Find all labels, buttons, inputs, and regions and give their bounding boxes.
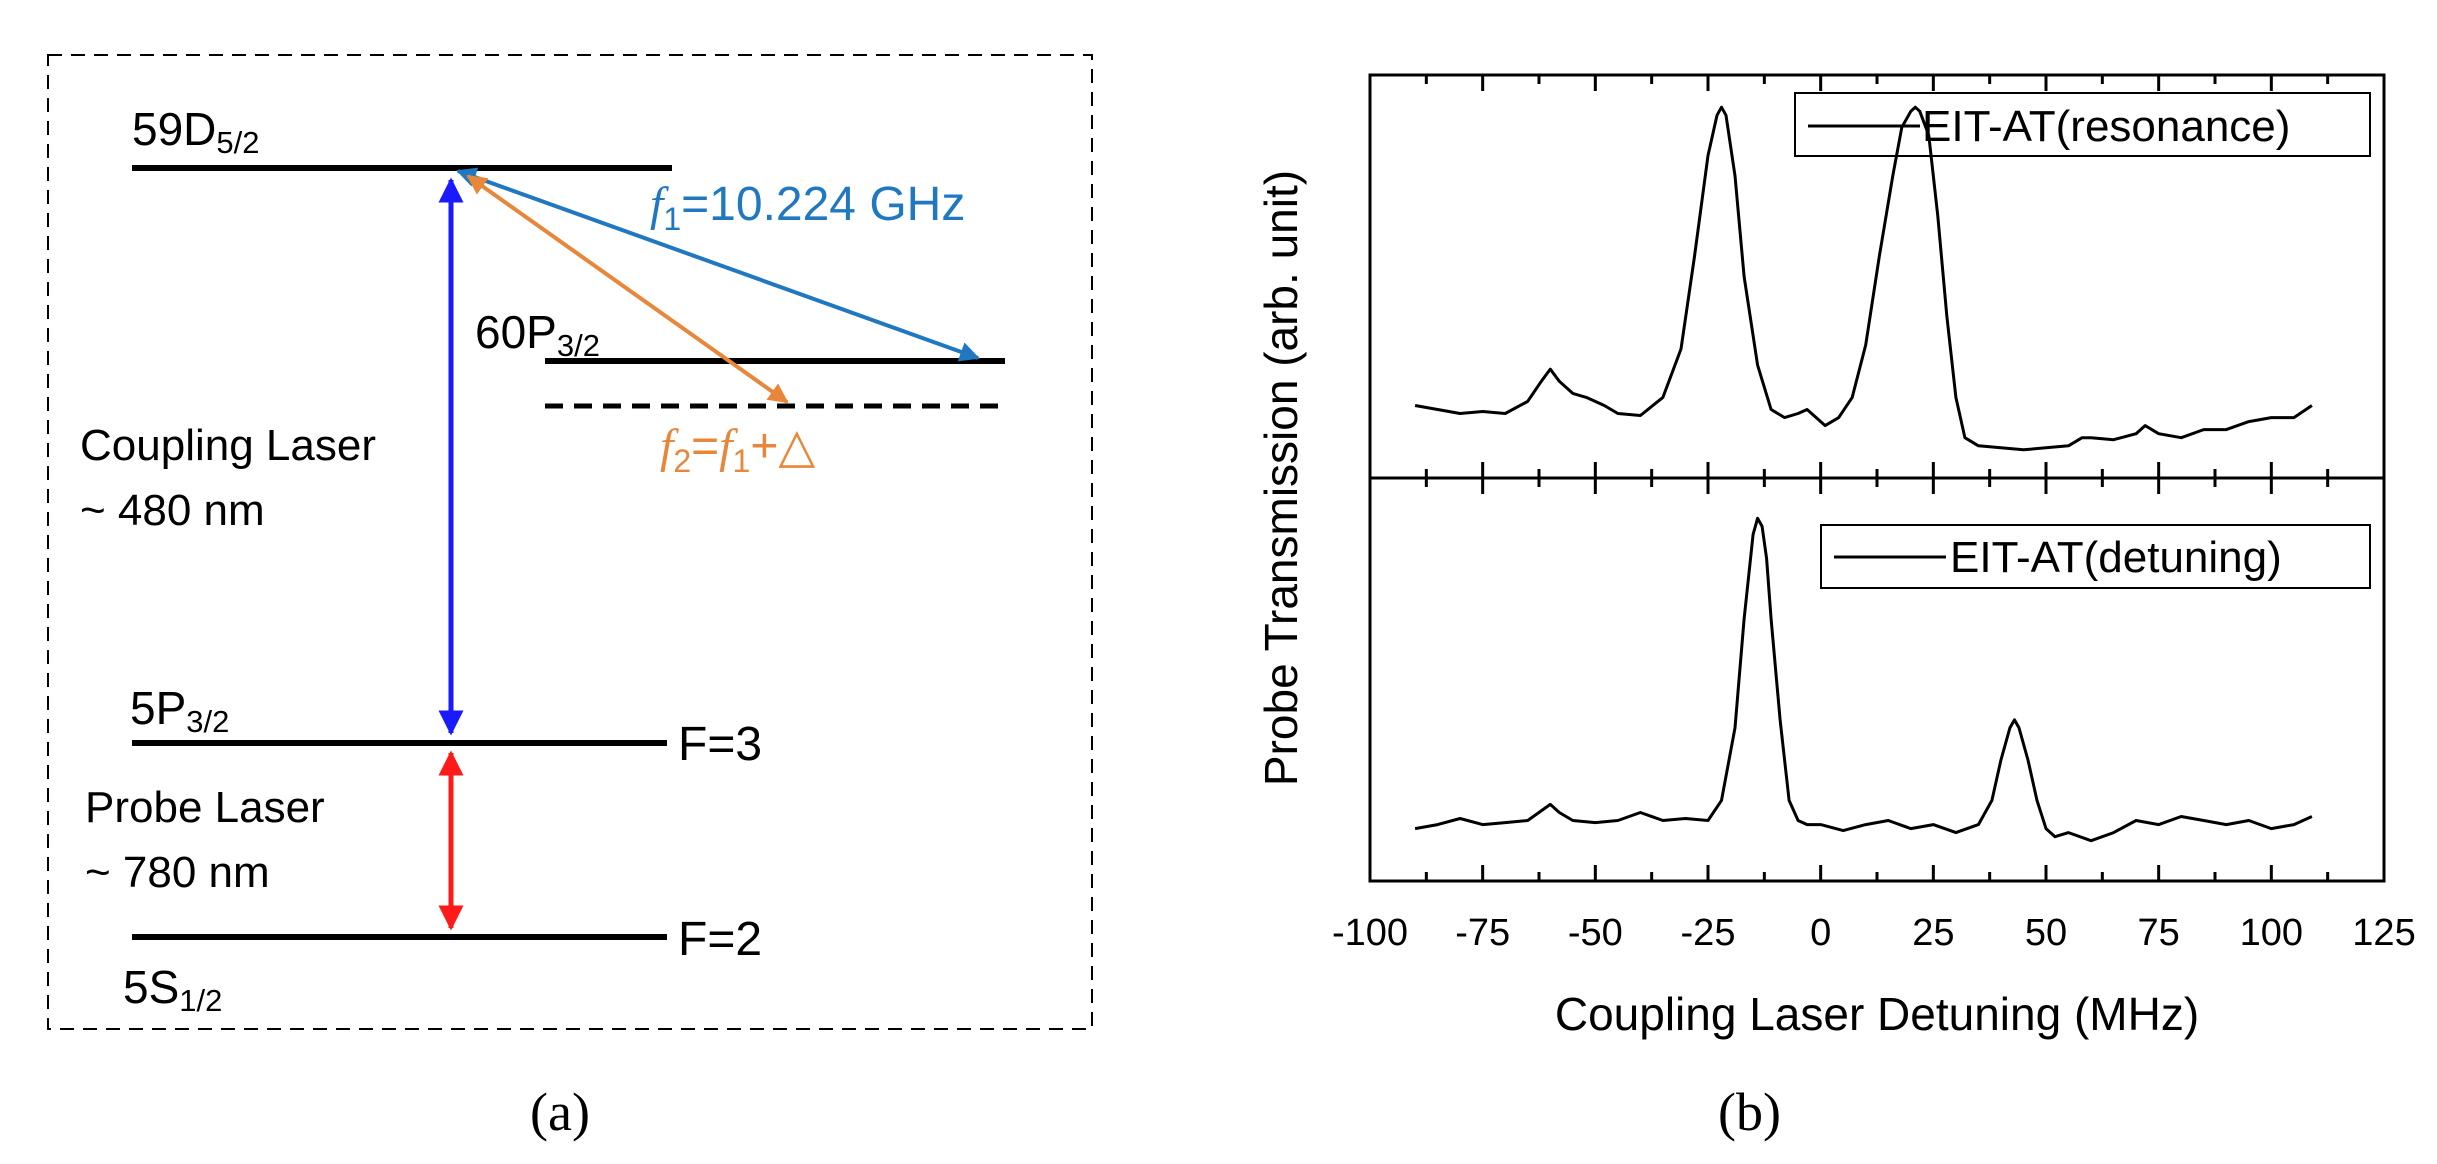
label-f3: F=3 — [678, 718, 762, 771]
label-60p: 60P3/2 — [475, 306, 600, 363]
legend-top-label: EIT-AT(resonance) — [1922, 102, 2290, 151]
probe-laser-name: Probe Laser — [85, 783, 325, 832]
panel-a-energy-diagram: 59D5/2 60P3/2 5P3/2 5S1/2 F=3 F=2 Coupli… — [47, 54, 1093, 1142]
caption-b: (b) — [1718, 1082, 1781, 1142]
f1-label: f1=10.224 GHz — [650, 178, 965, 237]
x-tick-label: -100 — [1332, 912, 1408, 954]
f2-microwave-arrow — [466, 174, 789, 404]
label-59d: 59D5/2 — [132, 103, 260, 160]
caption-a: (a) — [530, 1082, 590, 1142]
trace-resonance — [1414, 105, 2313, 452]
x-tick-label: 25 — [1912, 912, 1954, 954]
label-5p: 5P3/2 — [130, 682, 229, 739]
x-axis-label: Coupling Laser Detuning (MHz) — [1555, 988, 2199, 1040]
y-axis-label: Probe Transmission (arb. unit) — [1255, 170, 1307, 786]
x-tick-label: 125 — [2352, 912, 2415, 954]
f2-label: f2=f1+△ — [660, 420, 815, 479]
x-tick-label: -50 — [1568, 912, 1623, 954]
x-tick-label: -25 — [1681, 912, 1736, 954]
legend-top: EIT-AT(resonance) — [1794, 92, 2371, 157]
label-f2: F=2 — [678, 913, 762, 966]
x-axis-tick-labels: -100 -75 -50 -25 0 25 50 75 100 125 — [1332, 912, 2416, 954]
x-tick-label: -75 — [1455, 912, 1510, 954]
coupling-laser-wavelength: ~ 480 nm — [80, 486, 265, 535]
trace-detuning — [1414, 516, 2313, 843]
x-tick-label: 50 — [2025, 912, 2067, 954]
x-tick-label: 75 — [2138, 912, 2180, 954]
x-tick-label: 100 — [2240, 912, 2303, 954]
legend-bottom-label: EIT-AT(detuning) — [1950, 533, 2282, 582]
x-tick-label: 0 — [1810, 912, 1831, 954]
panel-a-dashed-frame — [47, 54, 1093, 1030]
x-axis-ticks — [1368, 75, 2386, 881]
probe-laser-wavelength: ~ 780 nm — [85, 848, 270, 897]
legend-bottom: EIT-AT(detuning) — [1820, 524, 2371, 589]
label-5s: 5S1/2 — [123, 961, 222, 1018]
coupling-laser-name: Coupling Laser — [80, 421, 376, 470]
panel-b-chart: -100 -75 -50 -25 0 25 50 75 100 125 EIT-AT(resona… — [1255, 73, 2416, 1142]
